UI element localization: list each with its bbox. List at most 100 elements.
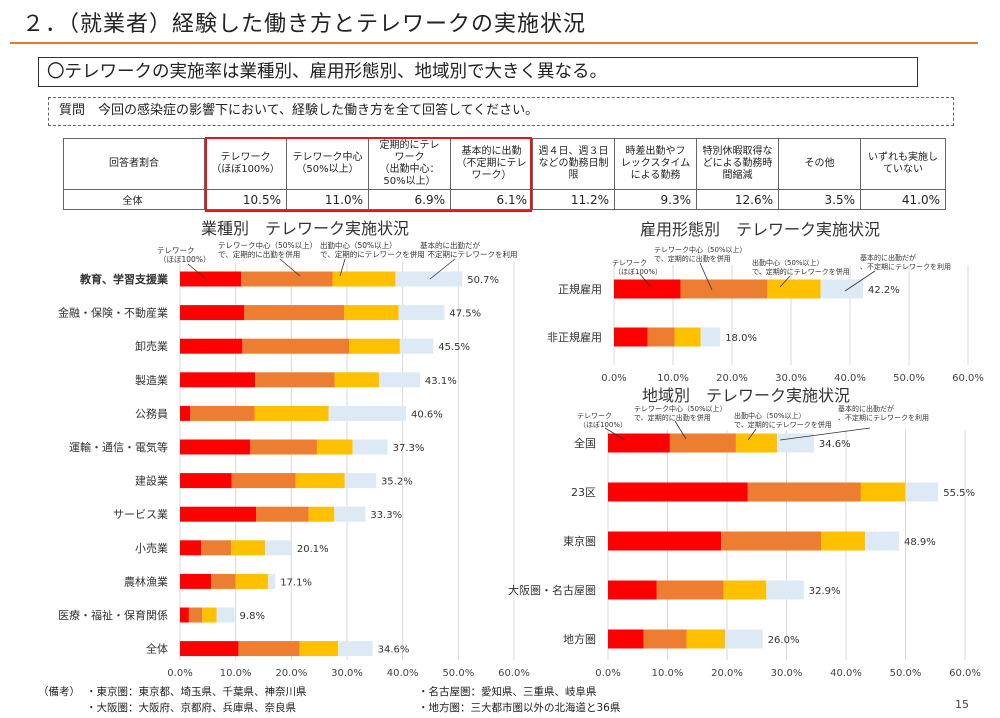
summary-col-header-line: 特別休暇取得な <box>702 146 773 157</box>
bar-segment <box>265 540 292 556</box>
callout-label: テレワーク <box>612 259 647 267</box>
callout-label: で、定期的にテレワークを併用 <box>752 267 850 276</box>
callout-label: で、定期的に出勤を併用 <box>654 254 731 263</box>
summary-col-header-line: 間縮減 <box>722 170 753 181</box>
summary-col-header-line: 限 <box>568 170 579 181</box>
bar-segment <box>344 473 376 489</box>
x-tick-label: 50.0% <box>442 668 474 679</box>
bar-segment <box>865 531 899 551</box>
data-label: 34.6% <box>819 439 851 450</box>
callout-label: で、定期的にテレワークを併用 <box>734 420 832 429</box>
callout-label: 出勤中心（50%以上） <box>752 258 824 267</box>
summary-col-header-line: ワーク） <box>471 170 512 181</box>
summary-table: 回答者割合 テレワーク （ほぼ100%） テレワーク中心 （50%以上） 定期的にテ… <box>63 138 946 210</box>
bar-segment <box>256 506 309 522</box>
summary-col-header-line: テレワーク中心 <box>292 152 363 163</box>
data-label: 35.2% <box>381 477 413 488</box>
chart-title: 雇用形態別 テレワーク実施状況 <box>640 220 880 239</box>
data-label: 48.9% <box>904 537 936 548</box>
callout-label: テレワーク中心（50%以上） <box>654 245 747 254</box>
bar-segment <box>188 607 203 623</box>
bar-segment <box>379 372 420 388</box>
summary-value-cell: 41.0% <box>860 189 946 210</box>
x-tick-label: 50.0% <box>893 373 925 384</box>
callout-leader <box>844 270 876 292</box>
x-tick-label: 50.0% <box>890 668 922 679</box>
bar-segment <box>332 271 396 287</box>
summary-col-header-line: レックスタイム <box>620 158 691 169</box>
bar-segment <box>608 531 722 551</box>
data-label: 26.0% <box>768 635 800 646</box>
category-label: 医療・福祉・保育関係 <box>58 608 168 622</box>
bar-segment <box>395 271 463 287</box>
summary-header-row: 回答者割合 テレワーク （ほぼ100%） テレワーク中心 （50%以上） 定期的にテ… <box>63 138 946 190</box>
bar-segment <box>398 305 445 321</box>
callout-label: 、不定期にテレワークを利用 <box>420 249 518 259</box>
x-tick-label: 0.0% <box>595 668 620 679</box>
category-label: 小売業 <box>135 542 168 555</box>
bar-segment <box>766 580 804 600</box>
bar-segment <box>180 338 243 354</box>
bar-segment <box>308 506 335 522</box>
bar-segment <box>190 405 255 421</box>
bar-segment <box>295 473 345 489</box>
bar-segment <box>334 506 366 522</box>
bar-segment <box>725 629 763 649</box>
callout-leader <box>639 273 651 287</box>
x-tick-label: 60.0% <box>949 668 981 679</box>
bar-segment <box>235 573 268 589</box>
bar-segment <box>334 372 380 388</box>
bar-segment <box>180 405 191 421</box>
summary-value-cell: 12.6% <box>696 189 779 210</box>
bar-segment <box>352 439 388 455</box>
question-box: 質問 今回の感染症の影響下において、経験した働き方を全て回答してください。 <box>48 97 954 126</box>
category-label: 教育、学習支援業 <box>79 272 169 286</box>
bar-segment <box>180 607 189 623</box>
bar-segment <box>254 405 329 421</box>
headline-box: 〇テレワークの実施率は業種別、雇用形態別、地域別で大きく異なる。 <box>38 57 918 87</box>
note-nagoya: ・名古屋圏：愛知県、三重県、岐阜県 <box>418 686 597 698</box>
data-label: 18.0% <box>725 333 757 344</box>
bar-segment <box>614 279 681 299</box>
notes-label: （備考） <box>38 686 80 698</box>
summary-col-header-line: （不定期にテレ <box>456 158 527 169</box>
callout-label: 、不定期にテレワークを利用 <box>838 413 929 422</box>
callout-label: で、定期的に出勤を併用 <box>218 249 300 259</box>
bar-segment <box>180 439 251 455</box>
callout-label: で、定期的に出勤を併用 <box>634 413 711 422</box>
bar-segment <box>211 573 236 589</box>
bar-segment <box>231 473 296 489</box>
callout-label: テレワーク <box>157 246 195 255</box>
summary-value-cell: 10.5% <box>204 189 287 210</box>
x-tick-label: 30.0% <box>775 373 807 384</box>
bar-segment <box>674 327 701 347</box>
category-label: 公務員 <box>135 406 168 420</box>
bar-segment <box>656 580 724 600</box>
bar-segment <box>608 580 657 600</box>
bar-segment <box>735 433 777 453</box>
bar-segment <box>201 540 232 556</box>
bar-segment <box>821 531 866 551</box>
bar-segment <box>244 305 345 321</box>
bar-segment <box>250 439 317 455</box>
callout-leader <box>699 262 713 291</box>
category-label: 卸売業 <box>135 339 168 353</box>
title-rule <box>10 42 978 44</box>
summary-col-header-line: 定期的にテレ <box>379 140 440 151</box>
callout-leader <box>604 427 626 441</box>
x-tick-label: 30.0% <box>771 668 803 679</box>
summary-value-cell: 6.1% <box>450 189 533 210</box>
bar-segment <box>255 372 335 388</box>
x-tick-label: 10.0% <box>652 668 684 679</box>
data-label: 45.5% <box>438 342 470 353</box>
bar-segment <box>860 482 906 502</box>
category-label: 大阪圏・名古屋圏 <box>508 583 596 597</box>
callout-label: 出勤中心（50%以上） <box>734 411 806 420</box>
bar-segment <box>180 305 245 321</box>
x-tick-label: 40.0% <box>830 668 862 679</box>
summary-col-header-line: どによる勤務時 <box>702 158 773 169</box>
x-tick-label: 40.0% <box>387 668 419 679</box>
callout-label: （ほぼ100%） <box>579 421 627 429</box>
bar-segment <box>647 327 675 347</box>
